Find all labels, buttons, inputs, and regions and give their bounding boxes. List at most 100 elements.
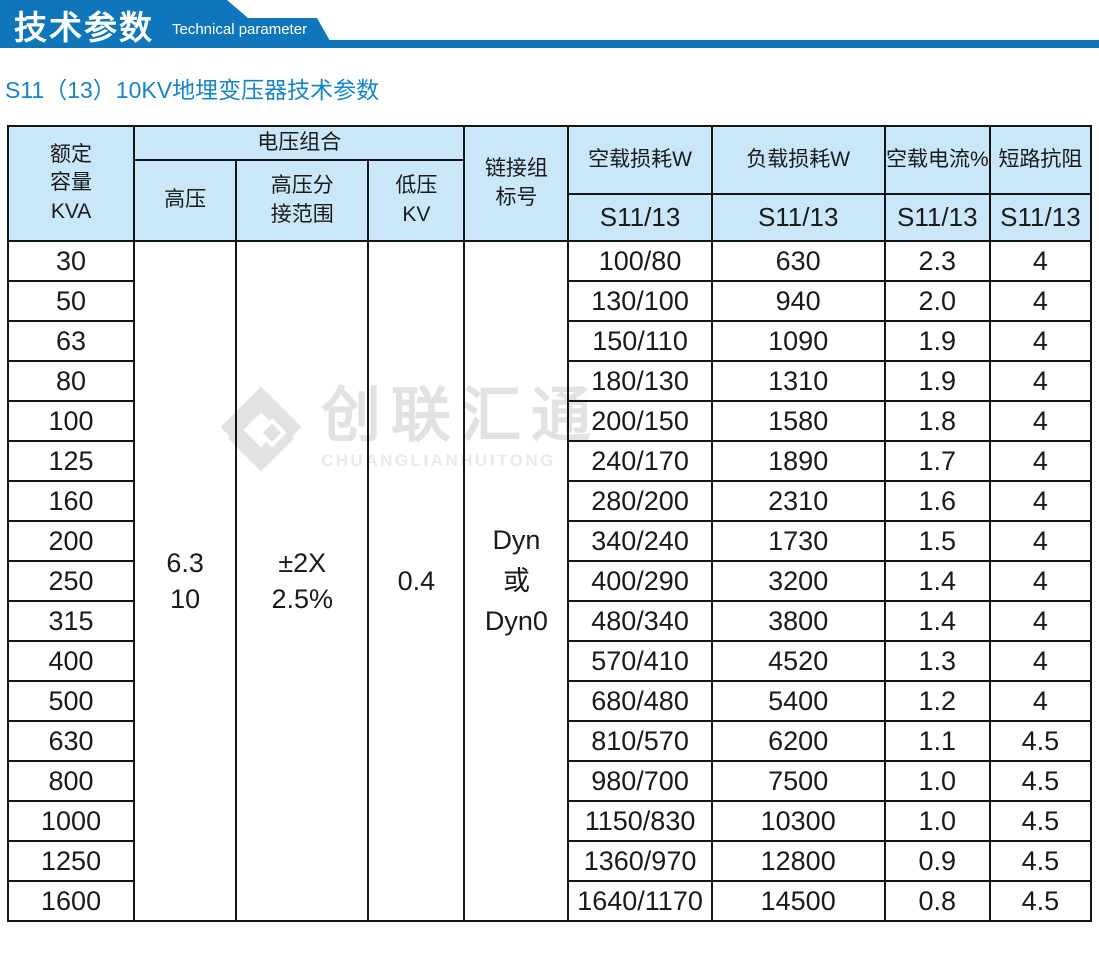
cell-no-load-current: 1.0 [883,760,991,802]
table-row: 1600 1640/1170 14500 0.8 4.5 [6,880,1093,922]
cell-load-loss: 940 [710,280,886,322]
connection-group-line2: 标号 [495,185,538,209]
hv-tap-value-line1: ±2X [278,547,327,578]
cell-no-load-current: 1.4 [883,560,991,602]
cell-no-load-loss: 980/700 [567,760,713,802]
table-row: 500 680/480 5400 1.2 4 [6,680,1093,722]
col-header-load-loss: 负载损耗W [710,125,886,195]
cell-kva: 630 [6,720,136,762]
cell-no-load-loss: 340/240 [567,520,713,562]
table-row: 1000 1150/830 10300 1.0 4.5 [6,800,1093,842]
cell-short-circuit: 4 [988,440,1093,482]
cell-no-load-current: 1.9 [883,320,991,362]
cell-load-loss: 3800 [710,600,886,642]
table-row: 315 480/340 3800 1.4 4 [6,600,1093,642]
cell-no-load-current: 1.8 [883,400,991,442]
cell-hv-value: 6.3 10 [133,240,238,922]
cell-no-load-loss: 400/290 [567,560,713,602]
hv-value-line2: 10 [170,584,201,614]
cell-no-load-current: 1.9 [883,360,991,402]
cell-no-load-loss: 570/410 [567,640,713,682]
cell-short-circuit: 4 [988,600,1093,642]
cell-no-load-current: 1.5 [883,520,991,562]
col-header-rated-capacity: 额定 容量 KVA [6,125,136,242]
cell-no-load-loss: 1640/1170 [567,880,713,922]
cell-short-circuit: 4.5 [988,840,1093,882]
header-row-1: 额定 容量 KVA 电压组合 链接组 标号 空载损耗W 负载损耗W 空载电流% … [6,125,1093,242]
cell-load-loss: 1090 [710,320,886,362]
col-header-voltage-group: 电压组合 [133,125,466,161]
cell-no-load-loss: 240/170 [567,440,713,482]
page-title: S11（13）10KV地埋变压器技术参数 [5,77,380,103]
header-row-3: S11/13 S11/13 S11/13 S11/13 [8,193,1093,242]
cell-load-loss: 1730 [710,520,886,562]
cell-kva: 80 [6,360,136,402]
page-header-banner: 技术参数 Technical parameter [0,0,1099,48]
model-header-load-loss: S11/13 [710,193,886,242]
connection-value-line3: Dyn0 [484,606,548,637]
cell-short-circuit: 4 [988,520,1093,562]
cell-kva: 160 [6,480,136,522]
parameters-table: 额定 容量 KVA 电压组合 链接组 标号 空载损耗W 负载损耗W 空载电流% … [6,125,1093,922]
lv-line2: KV [402,202,431,226]
cell-load-loss: 6200 [710,720,886,762]
rated-capacity-line1: 额定 [50,142,93,166]
table-row: 250 400/290 3200 1.4 4 [6,560,1093,602]
cell-short-circuit: 4.5 [988,760,1093,802]
cell-load-loss: 5400 [710,680,886,722]
cell-short-circuit: 4 [988,280,1093,322]
cell-no-load-current: 1.4 [883,600,991,642]
header-bar-strip [0,40,1099,48]
cell-load-loss: 630 [710,240,886,282]
cell-kva: 500 [6,680,136,722]
cell-kva: 250 [6,560,136,602]
hv-tap-line1: 高压分 [270,174,334,198]
col-header-no-load-current: 空载电流% [883,125,991,195]
cell-kva: 1000 [6,800,136,842]
cell-kva: 1250 [6,840,136,882]
cell-no-load-loss: 280/200 [567,480,713,522]
cell-short-circuit: 4 [988,680,1093,722]
col-header-hv-tap: 高压分 接范围 [235,159,370,242]
table-wrapper: 创联汇通 CHUANGLIANHUITONG 额定 容量 KVA 电压组合 链接… [6,125,1093,922]
header-bar-ribbon: 技术参数 Technical parameter [0,0,334,48]
cell-no-load-loss: 150/110 [567,320,713,362]
cell-no-load-current: 1.2 [883,680,991,722]
model-header-no-load-loss: S11/13 [567,193,713,242]
cell-no-load-current: 1.7 [883,440,991,482]
cell-no-load-current: 1.0 [883,800,991,842]
cell-short-circuit: 4 [988,640,1093,682]
cell-no-load-loss: 480/340 [567,600,713,642]
hv-tap-line2: 接范围 [270,202,334,226]
cell-load-loss: 1580 [710,400,886,442]
cell-short-circuit: 4 [988,320,1093,362]
cell-no-load-current: 0.8 [883,880,991,922]
cell-short-circuit: 4 [988,560,1093,602]
cell-no-load-loss: 100/80 [567,240,713,282]
cell-no-load-current: 1.6 [883,480,991,522]
cell-load-loss: 14500 [710,880,886,922]
hv-value-line1: 6.3 [166,547,204,578]
cell-kva: 1600 [6,880,136,922]
lv-line1: 低压 [395,174,438,198]
cell-short-circuit: 4.5 [988,800,1093,842]
connection-value-line2: 或 [502,565,530,596]
cell-load-loss: 1890 [710,440,886,482]
table-row: 160 280/200 2310 1.6 4 [6,480,1093,522]
table-row: 30 6.3 10 ±2X 2.5% 0.4 Dyn 或 Dyn0 100/80… [6,240,1093,922]
cell-load-loss: 3200 [710,560,886,602]
cell-short-circuit: 4.5 [988,880,1093,922]
cell-short-circuit: 4.5 [988,720,1093,762]
cell-load-loss: 10300 [710,800,886,842]
table-row: 50 130/100 940 2.0 4 [6,280,1093,322]
cell-no-load-loss: 200/150 [567,400,713,442]
cell-no-load-loss: 810/570 [567,720,713,762]
table-row: 80 180/130 1310 1.9 4 [6,360,1093,402]
rated-capacity-line2: 容量 [50,171,93,195]
cell-kva: 125 [6,440,136,482]
table-row: 100 200/150 1580 1.8 4 [6,400,1093,442]
cell-load-loss: 7500 [710,760,886,802]
table-row: 630 810/570 6200 1.1 4.5 [6,720,1093,762]
cell-kva: 30 [6,240,136,282]
cell-kva: 800 [6,760,136,802]
